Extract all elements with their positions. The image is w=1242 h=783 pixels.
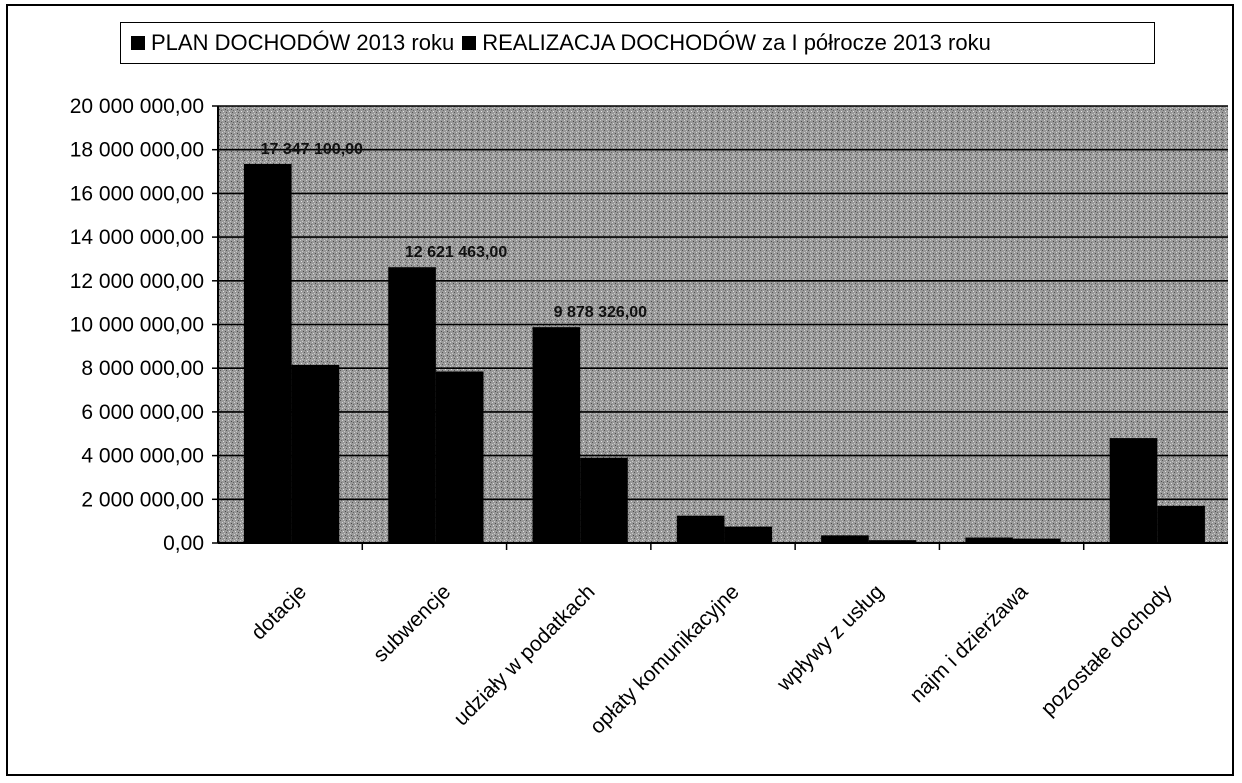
category-label: opłaty komunikacyjne	[586, 580, 744, 738]
legend-item-plan: PLAN DOCHODÓW 2013 roku	[131, 30, 454, 56]
legend-label-realizacja: REALIZACJA DOCHODÓW za I półrocze 2013 r…	[482, 30, 991, 55]
y-tick-label: 20 000 000,00	[70, 95, 204, 118]
y-tick-label: 10 000 000,00	[70, 314, 204, 337]
bar-plan-2	[532, 327, 581, 543]
data-label: 9 878 326,00	[554, 304, 648, 321]
y-tick-label: 0,00	[163, 532, 204, 555]
chart-legend: PLAN DOCHODÓW 2013 roku REALIZACJA DOCHO…	[120, 22, 1155, 64]
bar-realizacja-6	[1157, 505, 1205, 543]
category-label: udziały w podatkach	[450, 580, 600, 730]
bar-plan-0	[243, 163, 292, 543]
y-tick-label: 18 000 000,00	[70, 139, 204, 162]
y-tick-label: 12 000 000,00	[70, 270, 204, 293]
bar-realizacja-4	[868, 540, 917, 543]
category-label: pozostałe dochody	[1037, 580, 1177, 720]
bar-plan-1	[388, 267, 436, 543]
bar-plan-5	[965, 537, 1014, 543]
y-tick-label: 2 000 000,00	[81, 488, 204, 511]
legend-swatch-plan	[131, 36, 145, 50]
bar-realizacja-1	[435, 371, 484, 543]
category-label: wpływy z usług	[772, 580, 888, 696]
legend-item-realizacja: REALIZACJA DOCHODÓW za I półrocze 2013 r…	[462, 30, 991, 56]
y-tick-label: 14 000 000,00	[70, 226, 204, 249]
data-label: 12 621 463,00	[405, 244, 507, 261]
y-tick-label: 8 000 000,00	[81, 357, 204, 380]
category-label: dotacje	[247, 580, 311, 644]
bar-plan-4	[821, 535, 869, 543]
data-label: 17 347 100,00	[261, 141, 363, 158]
bar-plan-3	[676, 515, 725, 543]
bar-plan-6	[1109, 438, 1158, 543]
y-tick-label: 4 000 000,00	[81, 445, 204, 468]
bar-realizacja-0	[291, 364, 340, 543]
bar-realizacja-3	[724, 526, 773, 543]
bar-realizacja-5	[1013, 538, 1061, 543]
category-label: subwencje	[369, 580, 455, 666]
legend-swatch-realizacja	[462, 36, 477, 50]
category-label: najm i dzierżawa	[906, 580, 1033, 707]
bar-realizacja-2	[580, 457, 628, 543]
y-tick-label: 6 000 000,00	[81, 401, 204, 424]
y-tick-label: 16 000 000,00	[70, 182, 204, 205]
legend-label-plan: PLAN DOCHODÓW 2013 roku	[151, 30, 455, 55]
